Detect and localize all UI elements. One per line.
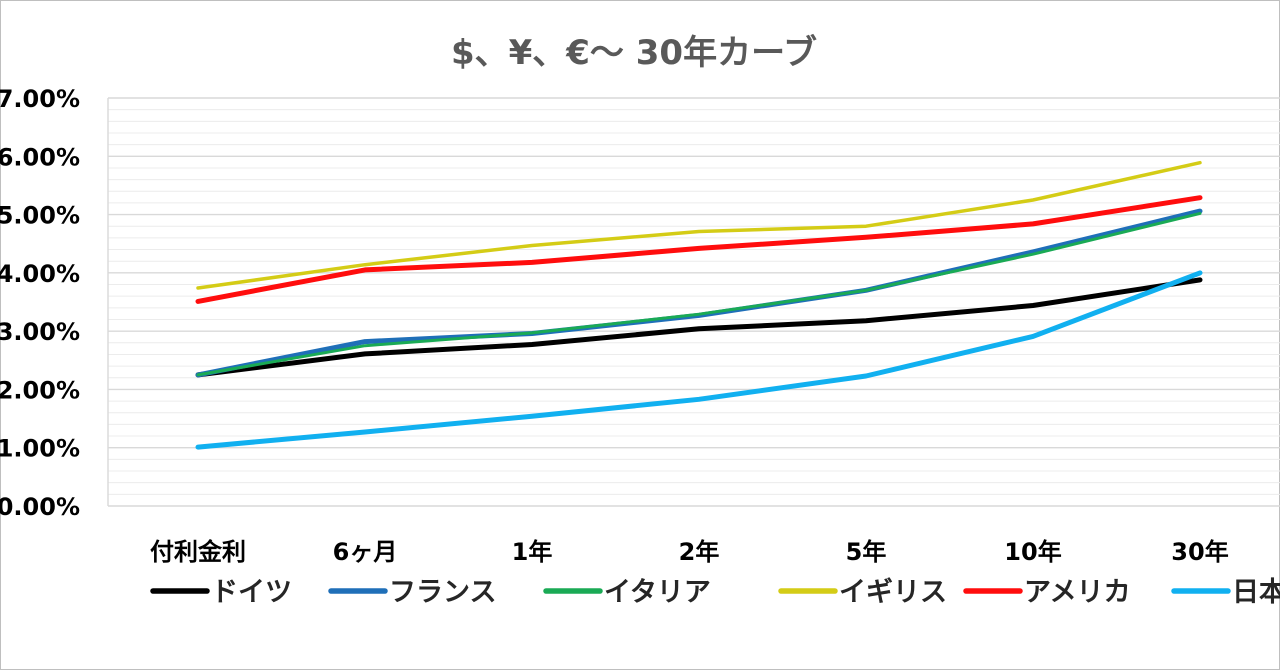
y-tick-label: 4.00% (0, 260, 80, 288)
y-tick-label: 2.00% (0, 376, 80, 404)
legend-label: ドイツ (211, 577, 292, 608)
series-line-4 (195, 195, 1203, 304)
x-tick-label: 付利金利 (150, 538, 246, 566)
legend-label: 日本 (1232, 577, 1280, 608)
x-tick-label: 30年 (1171, 538, 1228, 566)
series-line-2 (196, 211, 1202, 377)
x-tick-label: 6ヶ月 (333, 538, 398, 566)
legend: ドイツ フランス イタリア イギリス アメリカ 日本 (150, 577, 1280, 608)
y-tick-label: 3.00% (0, 318, 80, 346)
y-tick-label: 6.00% (0, 143, 80, 171)
series-line-0 (195, 277, 1203, 378)
y-tick-label: 7.00% (0, 85, 80, 113)
y-tick-label: 1.00% (0, 435, 80, 463)
x-tick-label: 1年 (512, 538, 553, 566)
series-line-3 (196, 160, 1202, 290)
x-tick-label: 5年 (846, 538, 887, 566)
gridlines (107, 97, 1280, 507)
chart-title: $、¥、€～ 30年カーブ (451, 33, 817, 73)
series-line-5 (195, 270, 1203, 450)
legend-label: イギリス (839, 577, 947, 608)
x-tick-label: 10年 (1004, 538, 1061, 566)
legend-label: フランス (389, 577, 496, 608)
x-axis-ticks: 付利金利 6ヶ月 1年 2年 5年 10年 30年 (150, 538, 1229, 566)
y-axis-ticks: 0.00% 1.00% 2.00% 3.00% 4.00% 5.00% 6.00% 7.00% (0, 85, 80, 521)
legend-label: イタリア (604, 577, 711, 608)
series-line-1 (195, 208, 1203, 378)
series-lines (195, 160, 1203, 450)
y-tick-label: 5.00% (0, 202, 80, 230)
legend-label: アメリカ (1024, 577, 1131, 608)
x-tick-label: 2年 (679, 538, 720, 566)
y-tick-label: 0.00% (0, 493, 80, 521)
